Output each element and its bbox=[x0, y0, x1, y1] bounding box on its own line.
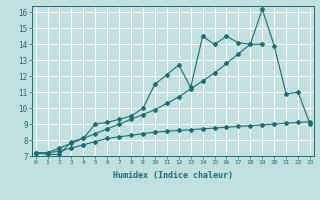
X-axis label: Humidex (Indice chaleur): Humidex (Indice chaleur) bbox=[113, 171, 233, 180]
